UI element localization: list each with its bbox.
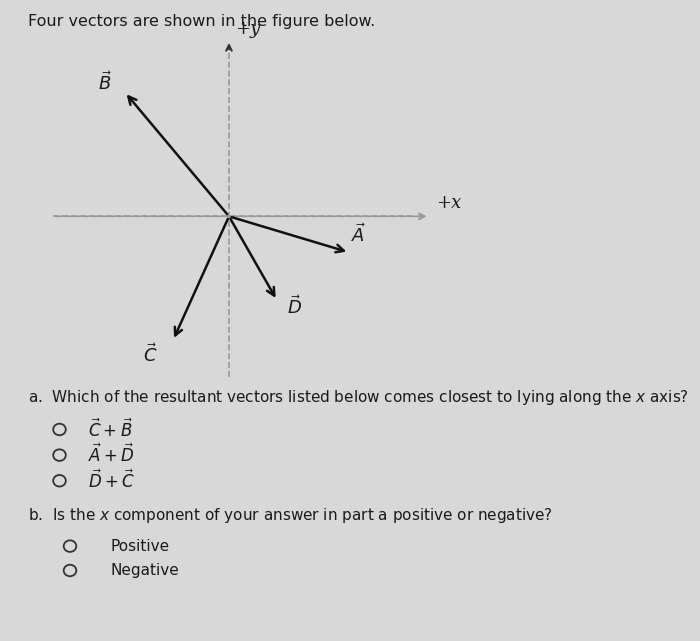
Text: b.  Is the $x$ component of your answer in part a positive or negative?: b. Is the $x$ component of your answer i…: [28, 506, 553, 526]
Text: $\vec{A} + \vec{D}$: $\vec{A} + \vec{D}$: [88, 444, 134, 467]
Text: $\vec{D}$: $\vec{D}$: [287, 296, 302, 319]
Text: +x: +x: [435, 194, 461, 212]
Text: +y: +y: [235, 21, 260, 38]
Text: Negative: Negative: [111, 563, 179, 578]
Text: $\vec{B}$: $\vec{B}$: [98, 71, 112, 94]
Text: $\vec{C} + \vec{B}$: $\vec{C} + \vec{B}$: [88, 418, 133, 441]
Text: Four vectors are shown in the figure below.: Four vectors are shown in the figure bel…: [28, 14, 375, 29]
Text: $\vec{D} + \vec{C}$: $\vec{D} + \vec{C}$: [88, 469, 134, 492]
Text: $\vec{A}$: $\vec{A}$: [351, 223, 366, 246]
Text: Positive: Positive: [111, 538, 169, 554]
Text: a.  Which of the resultant vectors listed below comes closest to lying along the: a. Which of the resultant vectors listed…: [28, 388, 689, 407]
Text: $\vec{C}$: $\vec{C}$: [144, 344, 158, 367]
